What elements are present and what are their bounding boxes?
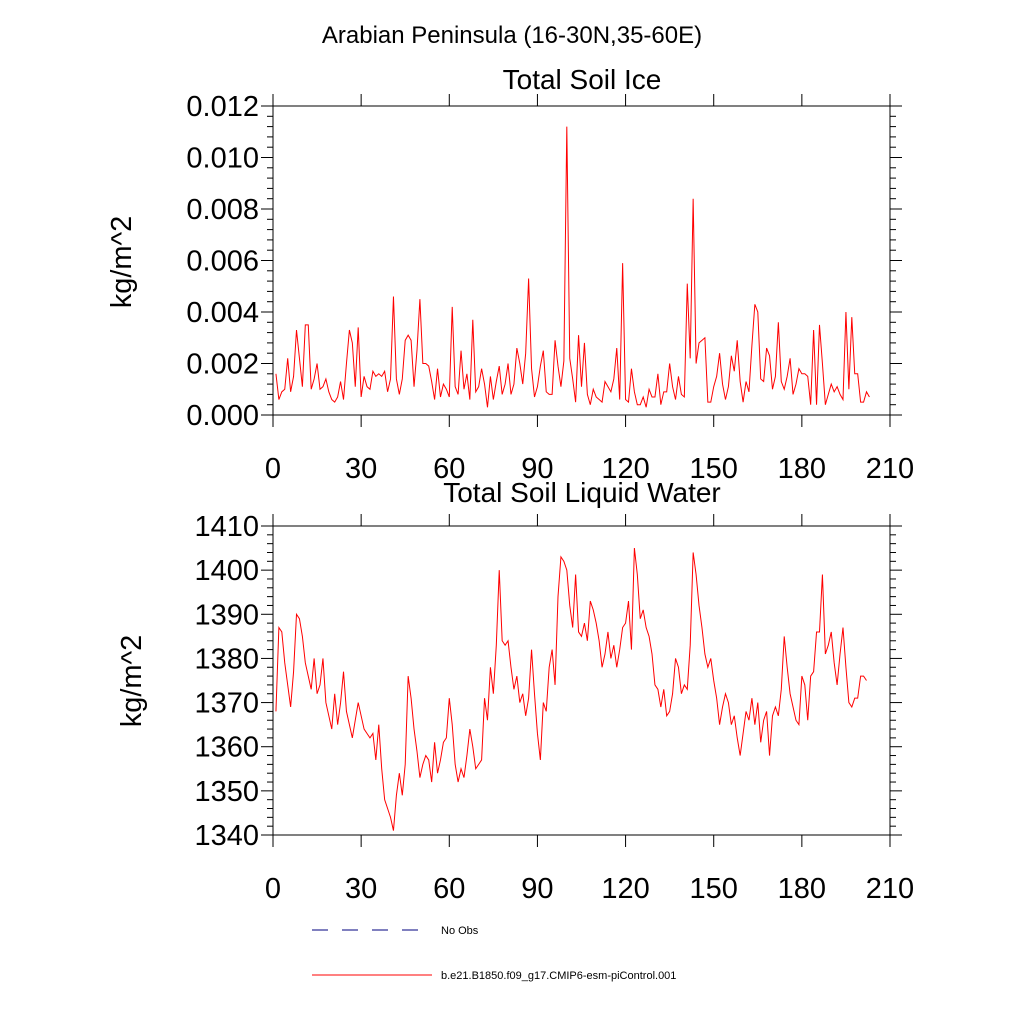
legend-model-label: b.e21.B1850.f09_g17.CMIP6-esm-piControl.… [441,970,676,982]
figure-suptitle: Arabian Peninsula (16-30N,35-60E) [322,22,702,49]
x-tick-label: 210 [866,873,914,905]
y-tick-label: 1380 [194,643,259,675]
y-tick-label: 0.004 [186,297,259,329]
y-axis-label-soil-liquid-water: kg/m^2 [116,635,148,728]
y-axis-label-soil-ice: kg/m^2 [106,216,138,309]
y-tick-label: 1350 [194,776,259,808]
chart-title-soil-liquid-water: Total Soil Liquid Water [443,477,721,508]
y-tick-label: 1390 [194,599,259,631]
chart-title-soil-ice: Total Soil Ice [503,64,662,95]
x-tick-label: 90 [521,453,553,485]
x-tick-label: 180 [778,873,826,905]
y-tick-label: 0.002 [186,349,259,381]
y-tick-label: 1400 [194,555,259,587]
x-tick-label: 120 [601,453,649,485]
x-tick-label: 60 [433,453,465,485]
y-tick-label: 1360 [194,732,259,764]
y-tick-label: 1410 [194,511,259,543]
plot-area-soil-liquid-water [272,525,891,836]
x-tick-label: 180 [778,453,826,485]
x-tick-label: 30 [345,873,377,905]
x-tick-label: 0 [265,873,281,905]
y-tick-label: 1370 [194,688,259,720]
x-tick-label: 210 [866,453,914,485]
x-tick-label: 90 [521,873,553,905]
x-tick-label: 150 [690,453,738,485]
chart-panel-soil-liquid-water: Total Soil Liquid Water kg/m^2 0 30 60 90 12… [116,477,914,905]
plot-area-soil-ice [272,105,891,416]
y-tick-label: 0.000 [186,400,259,432]
x-tick-label: 60 [433,873,465,905]
legend: No Obs b.e21.B1850.f09_g17.CMIP6-esm-piC… [312,925,676,982]
y-tick-label: 0.010 [186,143,259,175]
x-tick-label: 30 [345,453,377,485]
y-tick-label: 1340 [194,820,259,852]
x-tick-label: 120 [601,873,649,905]
x-tick-label: 0 [265,453,281,485]
chart-panel-soil-ice: Total Soil Ice kg/m^2 0 30 60 90 120 150 180 21… [106,64,914,485]
y-tick-label: 0.008 [186,194,259,226]
y-tick-label: 0.012 [186,91,259,123]
legend-obs-label: No Obs [441,925,479,937]
series-line-soil-liquid-water [275,548,867,831]
y-tick-label: 0.006 [186,246,259,278]
series-line-soil-ice [275,126,870,408]
x-tick-label: 150 [690,873,738,905]
